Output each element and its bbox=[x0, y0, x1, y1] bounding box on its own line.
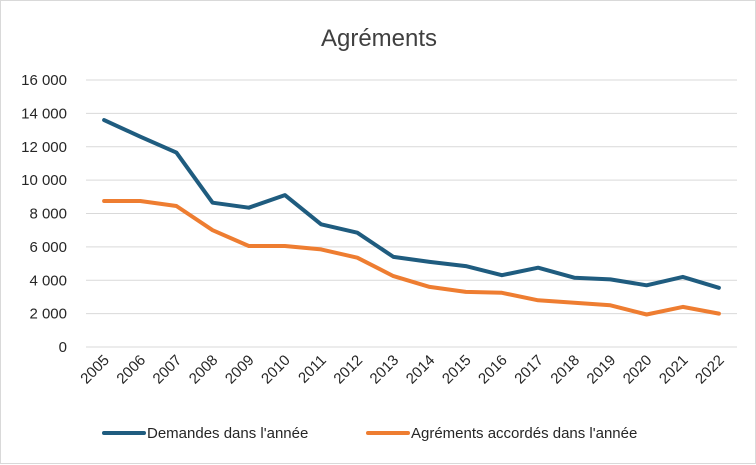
x-tick-label: 2006 bbox=[113, 352, 149, 388]
y-tick-label: 6 000 bbox=[29, 239, 67, 256]
legend-label: Agréments accordés dans l'année bbox=[411, 425, 637, 442]
x-tick-label: 2013 bbox=[367, 352, 403, 388]
x-tick-label: 2020 bbox=[620, 352, 656, 388]
x-tick-label: 2015 bbox=[439, 352, 475, 388]
chart-title: Agréments bbox=[321, 25, 437, 52]
y-tick-label: 2 000 bbox=[29, 306, 67, 323]
x-tick-label: 2005 bbox=[77, 352, 113, 388]
legend: Demandes dans l'année Agréments accordés … bbox=[104, 425, 637, 442]
x-tick-label: 2007 bbox=[150, 352, 186, 388]
legend-label: Demandes dans l'année bbox=[147, 425, 308, 442]
y-tick-label: 12 000 bbox=[21, 139, 67, 156]
x-tick-label: 2011 bbox=[295, 352, 330, 387]
y-tick-label: 14 000 bbox=[21, 105, 67, 122]
x-tick-label: 2017 bbox=[511, 352, 547, 388]
x-tick-label: 2022 bbox=[692, 352, 728, 388]
x-tick-label: 2018 bbox=[547, 352, 583, 388]
y-axis-ticks: 0 2 000 4 000 6 000 8 000 10 000 12 000 14 000 1… bbox=[21, 72, 67, 356]
y-tick-label: 0 bbox=[59, 339, 67, 356]
x-tick-label: 2012 bbox=[330, 352, 366, 388]
x-tick-label: 2008 bbox=[186, 352, 222, 388]
y-tick-label: 4 000 bbox=[29, 272, 67, 289]
x-tick-label: 2021 bbox=[656, 352, 692, 388]
gridlines bbox=[86, 80, 737, 347]
x-tick-label: 2010 bbox=[258, 352, 294, 388]
y-tick-label: 16 000 bbox=[21, 72, 67, 89]
x-tick-label: 2019 bbox=[584, 352, 620, 388]
x-tick-label: 2016 bbox=[475, 352, 511, 388]
x-tick-label: 2009 bbox=[222, 352, 258, 388]
y-tick-label: 10 000 bbox=[21, 172, 67, 189]
series-lines bbox=[104, 120, 719, 314]
x-tick-label: 2014 bbox=[403, 352, 439, 388]
y-tick-label: 8 000 bbox=[29, 206, 67, 223]
series-line-1 bbox=[104, 120, 719, 288]
